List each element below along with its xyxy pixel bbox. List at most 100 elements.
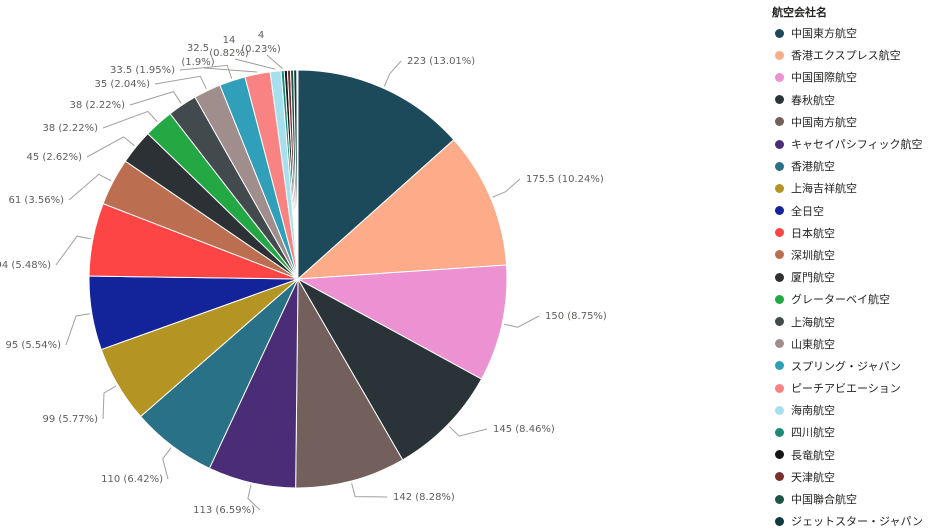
leader-line [448, 425, 488, 437]
legend-item[interactable]: 長竜航空 [772, 444, 932, 466]
legend-title: 航空会社名 [772, 6, 827, 19]
legend-label: 山東航空 [791, 337, 835, 351]
leader-line [203, 67, 258, 73]
legend-swatch [775, 383, 784, 393]
leader-line [102, 110, 158, 129]
legend-item[interactable]: 海南航空 [772, 399, 932, 421]
data-label: 99 (5.77%) [43, 414, 99, 425]
data-label-percent: (1.9%) [181, 57, 214, 68]
leader-line [383, 60, 402, 87]
leader-line [86, 136, 135, 158]
pie-slice[interactable] [296, 277, 483, 461]
legend-item[interactable]: キャセイパシフィック航空 [772, 133, 932, 155]
leader-line [55, 235, 91, 266]
legend-item[interactable]: 四川航空 [772, 421, 932, 443]
data-label: 110 (6.42%) [101, 474, 163, 485]
leader-line [154, 75, 207, 90]
legend-item[interactable]: 上海航空 [772, 310, 932, 332]
legend-swatch [775, 50, 784, 60]
legend-swatch [775, 450, 784, 460]
legend-label: 長竜航空 [791, 448, 835, 462]
leader-line [492, 178, 521, 198]
legend-item[interactable]: 山東航空 [772, 333, 932, 355]
legend-item[interactable]: グレーターベイ航空 [772, 288, 932, 310]
leader-lines [55, 54, 540, 511]
legend-label: 中国南方航空 [791, 115, 857, 129]
legend-item[interactable]: 香港航空 [772, 155, 932, 177]
legend-swatch [775, 427, 784, 437]
legend-item[interactable]: 深圳航空 [772, 244, 932, 266]
leader-line [234, 58, 276, 70]
data-label: 113 (6.59%) [193, 505, 255, 516]
data-label-percent: (0.23%) [241, 44, 281, 55]
legend-label: 香港航空 [791, 160, 835, 174]
pie-slice[interactable] [295, 277, 404, 489]
legend-label: キャセイパシフィック航空 [791, 138, 923, 152]
pie-slice[interactable] [296, 264, 508, 380]
legend-swatch [775, 272, 784, 282]
legend-item[interactable]: 天津航空 [772, 466, 932, 488]
legend-label: スプリング・ジャパン [791, 359, 901, 373]
data-label: 61 (3.56%) [9, 195, 65, 206]
leader-line [68, 173, 112, 201]
legend-item[interactable]: 日本航空 [772, 222, 932, 244]
data-label-value: 32.5 [187, 43, 209, 54]
legend-item[interactable]: ピーチアビエーション [772, 377, 932, 399]
legend-swatch [775, 294, 784, 304]
legend-item[interactable]: 全日空 [772, 200, 932, 222]
legend-item[interactable]: 中国国際航空 [772, 66, 932, 88]
legend-label: 中国聯合航空 [791, 493, 857, 507]
data-label: 45 (2.62%) [27, 152, 83, 163]
pie-slice[interactable] [297, 69, 455, 281]
data-label: 175.5 (10.24%) [526, 174, 604, 185]
legend-swatch [775, 250, 784, 260]
data-label: 95 (5.54%) [6, 340, 62, 351]
legend-item[interactable]: 中国東方航空 [772, 22, 932, 44]
legend-swatch [775, 183, 784, 193]
leader-line [129, 91, 182, 106]
legend-item[interactable]: 厦門航空 [772, 266, 932, 288]
legend-swatch [775, 28, 784, 38]
legend-swatch [775, 139, 784, 149]
legend-swatch [775, 339, 784, 349]
legend-item[interactable]: 中国聯合航空 [772, 488, 932, 510]
data-labels: 223 (13.01%) 175.5 (10.24%) 150 (8.75%) 145… [0, 30, 607, 516]
legend-item[interactable]: 中国南方航空 [772, 111, 932, 133]
legend-label: 中国国際航空 [791, 71, 857, 85]
data-label: 38 (2.22%) [43, 123, 99, 134]
legend-item[interactable]: 香港エクスプレス航空 [772, 44, 932, 66]
legend-label: 上海航空 [791, 315, 835, 329]
legend-label: 香港エクスプレス航空 [791, 49, 901, 63]
pie-slice[interactable] [296, 139, 508, 280]
legend-swatch [775, 361, 784, 371]
legend-swatch [775, 95, 784, 105]
data-label: 94 (5.48%) [0, 260, 51, 271]
leader-line [266, 54, 283, 69]
data-label: 150 (8.75%) [545, 311, 607, 322]
data-label: 145 (8.46%) [493, 424, 555, 435]
data-label: 223 (13.01%) [407, 56, 475, 67]
legend-label: 天津航空 [791, 470, 835, 484]
data-label: 33.5 (1.95%) [110, 65, 175, 76]
legend-item[interactable]: ジェットスター・ジャパン [772, 510, 932, 532]
legend-label: 春秋航空 [791, 93, 835, 107]
data-label-percent: (0.82%) [209, 48, 249, 59]
legend-item[interactable]: スプリング・ジャパン [772, 355, 932, 377]
legend-label: ジェットスター・ジャパン [791, 515, 923, 529]
legend-label: 上海吉祥航空 [791, 182, 857, 196]
data-label: 35 (2.04%) [95, 79, 151, 90]
legend-item[interactable]: 春秋航空 [772, 89, 932, 111]
pie-slice[interactable] [296, 69, 299, 280]
leader-line [247, 484, 261, 511]
data-label: 38 (2.22%) [70, 100, 126, 111]
leader-line [503, 315, 540, 328]
legend-swatch [775, 516, 784, 526]
legend-label: 日本航空 [791, 226, 835, 240]
legend-item[interactable]: 上海吉祥航空 [772, 177, 932, 199]
legend-label: グレーターベイ航空 [791, 293, 890, 307]
legend-swatch [775, 317, 784, 327]
legend-swatch [775, 228, 784, 238]
leader-line [65, 313, 90, 346]
legend: 航空会社名 中国東方航空香港エクスプレス航空 中国国際航空 春秋航空中国南方航空キャ… [772, 4, 932, 532]
data-label-value: 14 [223, 35, 236, 46]
